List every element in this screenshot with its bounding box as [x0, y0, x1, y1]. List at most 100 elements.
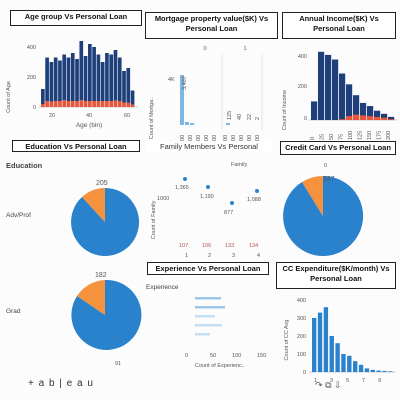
- svg-text:1,365: 1,365: [175, 185, 189, 191]
- svg-text:2: 2: [255, 117, 261, 120]
- education-pie-slice-orange: [77, 280, 105, 315]
- svg-text:300: 300: [196, 135, 202, 144]
- ccavg-bar: [353, 361, 358, 372]
- svg-text:500: 500: [255, 135, 261, 144]
- credit-pie-slice-blue: [283, 175, 364, 256]
- age-bar: [62, 54, 67, 101]
- share-icon[interactable]: ↷: [315, 380, 323, 390]
- income-bar: [311, 101, 318, 120]
- svg-text:300: 300: [297, 316, 306, 322]
- age-bar-loan: [66, 101, 71, 107]
- credit-chart-title: Credit Card Vs Personal Loan: [280, 141, 396, 155]
- svg-text:0: 0: [304, 116, 307, 122]
- age-bar-loan: [53, 101, 58, 107]
- age-bar-loan: [70, 101, 75, 107]
- svg-text:133: 133: [225, 243, 234, 249]
- income-bar: [367, 106, 374, 120]
- svg-text:100: 100: [180, 135, 186, 144]
- income-bar-loan: [381, 117, 388, 120]
- fullscreen-icon[interactable]: ⧉: [325, 380, 332, 390]
- svg-text:1,190: 1,190: [200, 194, 214, 200]
- age-bar: [88, 44, 92, 101]
- ccavg-bar: [388, 371, 393, 372]
- age-bar: [122, 71, 126, 103]
- svg-text:50: 50: [210, 353, 216, 359]
- age-bar: [92, 47, 96, 101]
- income-bar-loan: [374, 116, 381, 120]
- svg-text:200: 200: [297, 334, 306, 340]
- svg-text:1000: 1000: [157, 196, 169, 202]
- family-point: [206, 185, 210, 189]
- age-bar: [105, 53, 109, 101]
- income-bar-loan: [353, 114, 360, 120]
- family-point: [183, 177, 187, 181]
- family-point: [230, 201, 234, 205]
- income-bar: [339, 73, 346, 120]
- age-bar-loan: [45, 101, 49, 107]
- svg-text:400: 400: [204, 135, 210, 144]
- svg-text:205: 205: [96, 180, 108, 187]
- age-bar-loan: [117, 101, 122, 107]
- svg-text:400: 400: [247, 135, 253, 144]
- income-bar-loan: [360, 115, 367, 120]
- income-bar: [388, 116, 395, 120]
- svg-text:200: 200: [231, 135, 237, 144]
- footer-toolbar: ↷ ⧉ ⇩: [315, 380, 342, 391]
- tableau-logo[interactable]: + a b | e a u: [28, 378, 94, 389]
- age-ylabel: Count of Age: [6, 81, 12, 113]
- download-icon[interactable]: ⇩: [334, 380, 342, 390]
- experience-chart-title: Experience Vs Personal Loan: [147, 262, 269, 275]
- income-bar: [381, 113, 388, 120]
- age-bar: [83, 56, 88, 101]
- age-bar-loan: [92, 101, 96, 107]
- age-bar-loan: [105, 101, 109, 107]
- svg-text:40: 40: [237, 114, 243, 120]
- svg-text:877: 877: [224, 210, 233, 216]
- ccavg-bar: [312, 318, 317, 372]
- income-chart: Count of Income 400 200 0 0 25 50 75 100 125 1…: [282, 51, 397, 140]
- ccavg-bar: [317, 312, 323, 372]
- age-bar: [109, 54, 114, 101]
- ccavg-chart: Count of CC Avg 400 300 200 100 0 1 3 5 …: [284, 298, 396, 384]
- svg-text:Age (bin): Age (bin): [76, 122, 102, 129]
- svg-text:22: 22: [247, 114, 253, 120]
- ccavg-chart-title: CC Expenditure($K/month) Vs Personal Loa…: [276, 262, 396, 289]
- svg-text:134: 134: [249, 243, 258, 249]
- svg-text:107: 107: [179, 243, 188, 249]
- age-bar-loan: [83, 101, 88, 107]
- mortgage-bar: [180, 75, 184, 125]
- education-chart-title: Education Vs Personal Loan: [12, 140, 140, 152]
- income-bar: [318, 51, 325, 120]
- svg-text:5: 5: [346, 378, 349, 384]
- age-bar-loan: [122, 102, 126, 107]
- svg-text:2: 2: [208, 253, 211, 259]
- age-bar-loan: [58, 101, 62, 107]
- education-pie-slice-blue: [71, 187, 140, 256]
- ccavg-bar: [323, 307, 329, 372]
- svg-text:Count of CC Avg: Count of CC Avg: [284, 320, 290, 361]
- ccavg-bar: [376, 370, 381, 372]
- age-bar-loan: [96, 101, 101, 107]
- age-bar-loan: [41, 104, 45, 107]
- age-bar: [96, 54, 101, 101]
- ccavg-bar: [382, 370, 387, 372]
- income-bar-loan: [339, 119, 346, 120]
- income-bar: [332, 59, 339, 120]
- age-bar-loan: [49, 101, 54, 107]
- education-pie-slice-orange: [82, 188, 105, 222]
- income-xtick: 25: [320, 134, 326, 140]
- income-xtick: 0: [310, 137, 316, 140]
- age-bar: [70, 53, 75, 101]
- ccavg-bar: [370, 369, 375, 372]
- svg-text:200: 200: [298, 84, 307, 90]
- ccavg-bar: [341, 354, 346, 372]
- age-bar: [113, 50, 118, 101]
- income-xtick: 100: [348, 131, 354, 140]
- svg-text:Count of Experienc..: Count of Experienc..: [195, 363, 245, 369]
- income-bar-loan: [388, 119, 395, 120]
- svg-text:7: 7: [362, 378, 365, 384]
- mortgage-bar: [190, 123, 194, 125]
- svg-text:200: 200: [188, 135, 194, 144]
- income-xtick: 75: [339, 134, 345, 140]
- svg-text:3: 3: [330, 378, 333, 384]
